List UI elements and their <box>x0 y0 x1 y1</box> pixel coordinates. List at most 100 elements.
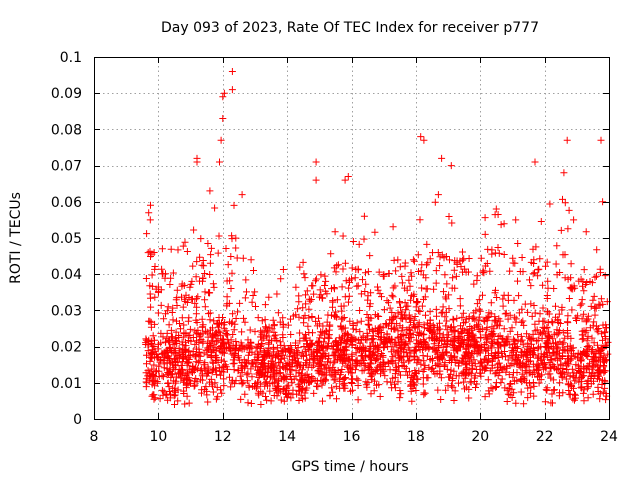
data-point <box>512 399 520 407</box>
data-point <box>279 314 287 322</box>
data-point <box>286 347 294 355</box>
chart-title: Day 093 of 2023, Rate Of TEC Index for r… <box>161 20 539 36</box>
data-point <box>246 326 254 334</box>
data-point <box>217 343 224 350</box>
data-point <box>485 352 492 359</box>
data-point <box>158 372 166 380</box>
data-point <box>584 394 592 402</box>
data-point <box>572 361 580 369</box>
data-point <box>249 292 257 299</box>
data-point <box>510 389 518 397</box>
data-point <box>380 306 388 314</box>
data-point <box>430 340 438 348</box>
data-point <box>366 302 374 310</box>
data-point <box>295 369 303 377</box>
data-point <box>180 321 188 329</box>
data-point <box>391 370 399 378</box>
data-point <box>155 288 162 296</box>
data-point <box>512 318 520 326</box>
data-point <box>367 373 375 381</box>
data-point <box>376 336 384 344</box>
data-point <box>272 331 279 339</box>
data-point <box>228 269 236 277</box>
y-tick-label: 0.02 <box>51 340 82 356</box>
data-point <box>296 337 304 345</box>
data-point <box>534 361 542 369</box>
data-point <box>341 176 349 184</box>
data-point <box>207 354 215 361</box>
data-point <box>295 397 303 404</box>
data-point <box>405 276 413 284</box>
data-point <box>450 337 458 345</box>
data-point <box>367 390 375 398</box>
data-point <box>218 319 225 327</box>
x-tick-label: 24 <box>600 429 618 445</box>
data-point <box>310 290 318 298</box>
data-point <box>452 372 460 380</box>
data-point <box>216 158 223 166</box>
data-point <box>535 379 543 387</box>
data-point <box>436 367 444 375</box>
data-point <box>392 364 400 372</box>
data-point <box>305 305 313 313</box>
data-point <box>340 384 348 392</box>
data-point <box>226 373 233 381</box>
data-point <box>170 392 178 400</box>
data-point <box>443 317 451 325</box>
data-point <box>590 362 598 370</box>
data-point <box>443 337 451 345</box>
data-point <box>400 332 408 340</box>
data-point <box>312 277 319 285</box>
data-point <box>178 358 186 366</box>
data-point <box>477 254 485 262</box>
data-point <box>418 284 426 292</box>
data-point <box>436 262 444 270</box>
y-tick-labels: 0 0.01 0.02 0.03 0.04 0.05 0.06 0.07 0.08 0.09 0.1 <box>51 50 82 428</box>
data-point <box>540 328 548 336</box>
data-point <box>501 342 509 350</box>
data-point <box>440 288 447 296</box>
data-point <box>514 277 521 285</box>
data-point <box>180 387 188 395</box>
data-point <box>331 376 339 384</box>
data-point <box>248 373 256 381</box>
data-point <box>334 261 342 269</box>
data-point <box>227 383 235 391</box>
data-point <box>375 381 383 389</box>
data-point <box>406 326 414 334</box>
data-point <box>540 360 548 368</box>
data-point <box>304 340 311 348</box>
data-point <box>171 355 179 363</box>
data-point <box>304 374 312 382</box>
data-point <box>199 274 207 282</box>
data-point <box>326 322 334 330</box>
data-point <box>461 318 469 326</box>
data-point <box>212 347 220 355</box>
data-point <box>568 352 576 360</box>
data-point <box>556 349 563 357</box>
data-point <box>500 325 508 333</box>
data-point <box>334 340 342 348</box>
data-point <box>294 362 301 370</box>
data-point <box>559 328 567 336</box>
data-point <box>347 387 355 395</box>
data-point <box>296 329 304 337</box>
data-point <box>276 358 284 366</box>
data-point <box>570 216 578 224</box>
data-point <box>435 342 442 350</box>
data-point <box>287 331 295 338</box>
data-point <box>254 378 262 386</box>
data-point <box>464 342 472 350</box>
data-point <box>442 295 450 303</box>
data-point <box>218 356 225 364</box>
data-point <box>563 136 571 144</box>
data-point <box>530 302 538 309</box>
data-point <box>508 324 516 332</box>
data-point <box>360 366 368 374</box>
data-point <box>341 259 349 267</box>
data-point <box>194 293 202 301</box>
data-point <box>416 308 424 315</box>
data-point <box>529 270 537 278</box>
data-point <box>389 293 397 301</box>
data-point <box>549 335 557 343</box>
